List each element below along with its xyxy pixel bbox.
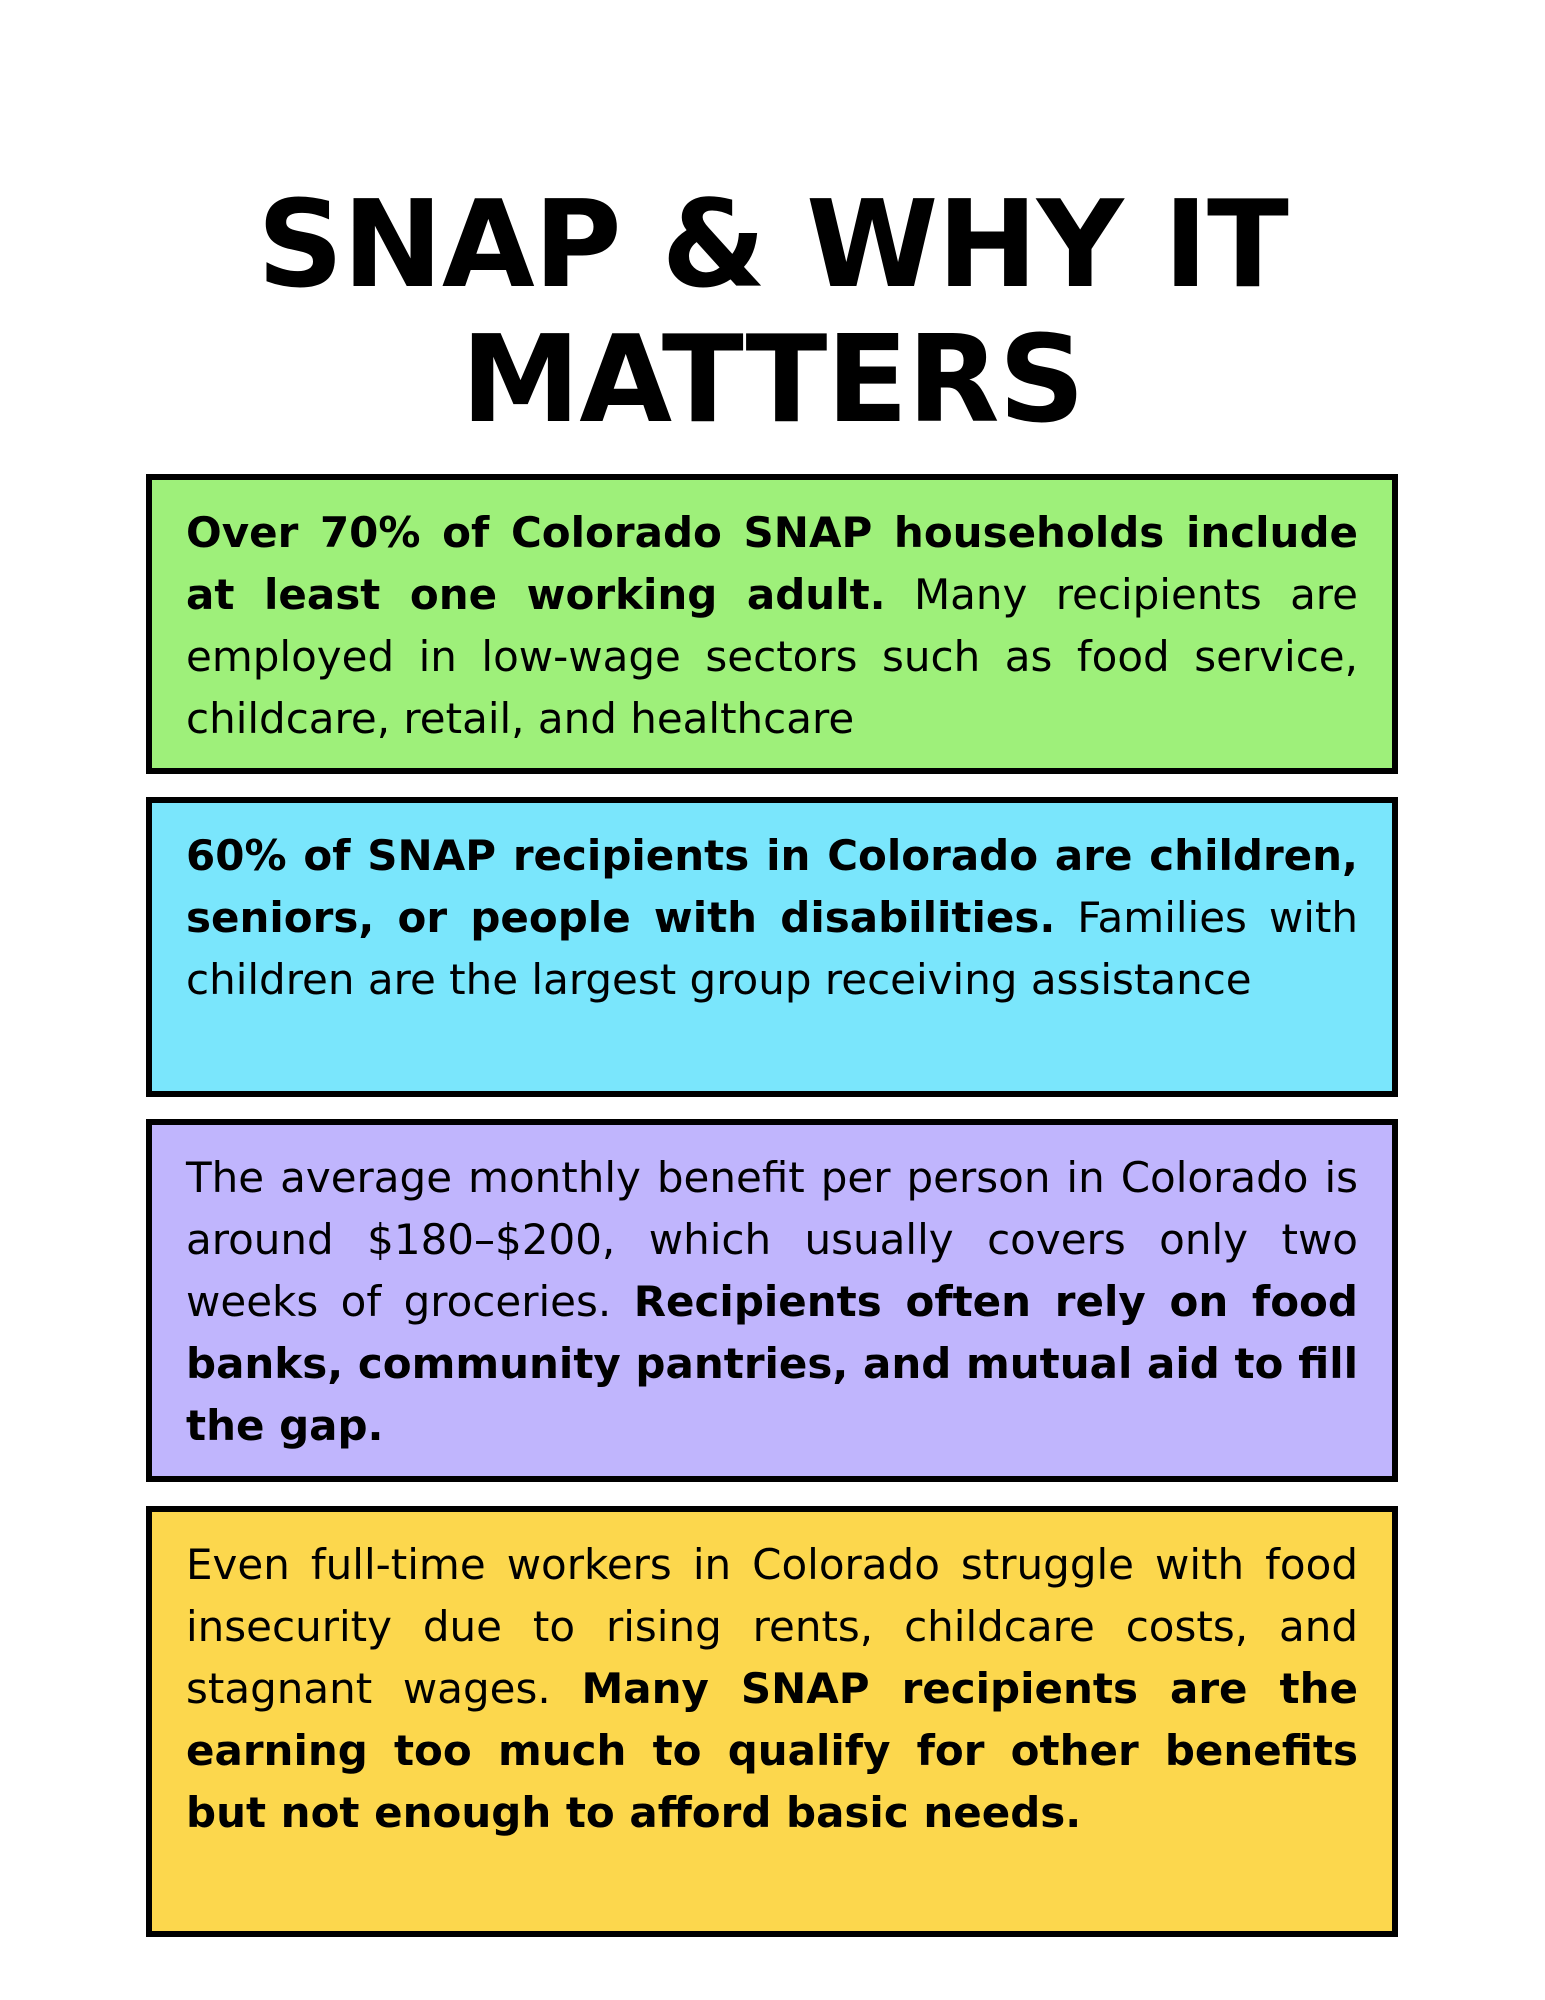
fact-card-text: 60% of SNAP recipients in Colorado are c… xyxy=(186,825,1358,1011)
fact-card-full-time-workers: Even full-time workers in Colorado strug… xyxy=(146,1506,1398,1937)
fact-card-recipient-demographics: 60% of SNAP recipients in Colorado are c… xyxy=(146,797,1398,1097)
fact-card-working-households: Over 70% of Colorado SNAP households inc… xyxy=(146,474,1398,774)
page-title-line-2: MATTERS xyxy=(460,311,1085,450)
page-title-line-1: SNAP & WHY IT xyxy=(257,176,1289,315)
page-title: SNAP & WHY IT MATTERS xyxy=(0,178,1545,448)
fact-card-text: Over 70% of Colorado SNAP households inc… xyxy=(186,502,1358,750)
fact-card-regular-text: Many recipients are employed in low-wage… xyxy=(186,570,1358,743)
fact-card-monthly-benefit: The average monthly benefit per person i… xyxy=(146,1119,1398,1482)
fact-card-bold-text: Many SNAP recipients are the earning too… xyxy=(186,1664,1358,1837)
fact-card-bold-text: Over 70% of Colorado SNAP households inc… xyxy=(186,508,1358,619)
fact-card-regular-text: Even full-time workers in Colorado strug… xyxy=(186,1540,1358,1713)
fact-card-text: The average monthly benefit per person i… xyxy=(186,1147,1358,1457)
fact-card-regular-text: Families with children are the largest g… xyxy=(186,893,1358,1004)
fact-card-regular-text: The average monthly benefit per person i… xyxy=(186,1153,1358,1326)
fact-card-bold-text: Recipients often rely on food banks, com… xyxy=(186,1277,1358,1450)
fact-card-text: Even full-time workers in Colorado strug… xyxy=(186,1534,1358,1844)
fact-card-bold-text: 60% of SNAP recipients in Colorado are c… xyxy=(186,831,1358,942)
